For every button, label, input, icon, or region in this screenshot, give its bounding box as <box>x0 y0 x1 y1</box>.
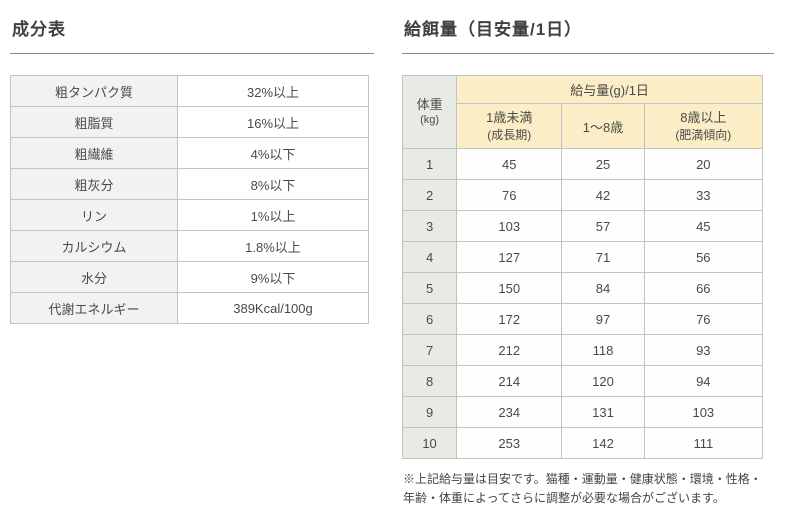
amount-cell: 150 <box>456 272 563 304</box>
table-row: 粗灰分 8%以下 <box>10 168 369 200</box>
table-row: 3 103 57 45 <box>401 210 764 242</box>
amount-cell: 234 <box>456 396 563 428</box>
amount-cell: 253 <box>456 427 563 459</box>
amount-cell: 25 <box>561 148 645 180</box>
weight-cell: 3 <box>401 210 458 242</box>
amount-cell: 142 <box>561 427 645 459</box>
table-row: 1 45 25 20 <box>401 148 764 180</box>
amount-cell: 214 <box>456 365 563 397</box>
table-row: 7 212 118 93 <box>401 334 764 366</box>
feeding-section: 給餌量（目安量/1日） 体重 (kg) 給与量(g)/1日 1歳未満 (成長期) <box>401 12 774 507</box>
amount-cell: 20 <box>643 148 764 180</box>
amount-cell: 212 <box>456 334 563 366</box>
table-header-row: 体重 (kg) 給与量(g)/1日 <box>401 75 763 149</box>
table-subheader-row: 1歳未満 (成長期) 1～8歳 8歳以上 (肥満傾向) <box>403 103 764 149</box>
component-value: 32%以上 <box>177 75 369 107</box>
weight-cell: 6 <box>401 303 458 335</box>
table-row: 4 127 71 56 <box>401 241 764 273</box>
component-value: 389Kcal/100g <box>177 292 369 324</box>
amount-cell: 45 <box>643 210 764 242</box>
amount-cell: 71 <box>561 241 645 273</box>
component-value: 16%以上 <box>177 106 369 138</box>
amount-cell: 97 <box>561 303 645 335</box>
age-header-line2: (成長期) <box>487 127 532 142</box>
table-row: 粗タンパク質 32%以上 <box>10 75 369 107</box>
amount-cell: 56 <box>643 241 764 273</box>
amount-cell: 118 <box>561 334 645 366</box>
component-label: 粗灰分 <box>10 168 178 200</box>
feeding-table: 体重 (kg) 給与量(g)/1日 1歳未満 (成長期) 1～8歳 8歳以上 (… <box>401 75 764 459</box>
amount-cell: 76 <box>456 179 563 211</box>
age-header-line2: (肥満傾向) <box>675 127 732 142</box>
table-row: 9 234 131 103 <box>401 396 764 428</box>
amount-cell: 103 <box>643 396 764 428</box>
table-row: 5 150 84 66 <box>401 272 764 304</box>
feeding-divider <box>402 53 774 54</box>
component-label: 粗タンパク質 <box>10 75 178 107</box>
table-row: 粗脂質 16%以上 <box>10 106 369 138</box>
age-header-line1: 1歳未満 <box>486 110 533 126</box>
amount-cell: 111 <box>643 427 764 459</box>
weight-header-line1: 体重 <box>416 96 443 112</box>
amount-cell: 93 <box>643 334 764 366</box>
amount-cell: 103 <box>456 210 563 242</box>
amount-cell: 76 <box>643 303 764 335</box>
amount-cell: 94 <box>643 365 764 397</box>
age-column-header: 8歳以上 (肥満傾向) <box>643 103 764 149</box>
table-row: 10 253 142 111 <box>401 427 764 459</box>
weight-cell: 10 <box>401 427 458 459</box>
amount-cell: 127 <box>456 241 563 273</box>
amount-header-cell: 給与量(g)/1日 <box>456 75 763 104</box>
age-header-line1: 8歳以上 <box>680 110 727 126</box>
amount-cell: 172 <box>456 303 563 335</box>
age-column-header: 1歳未満 (成長期) <box>456 103 563 149</box>
table-row: 2 76 42 33 <box>401 179 764 211</box>
amount-cell: 45 <box>456 148 563 180</box>
feeding-note: ※上記給与量は目安です。猫種・運動量・健康状態・環境・性格・年齢・体重によってさ… <box>403 472 762 505</box>
table-row: リン 1%以上 <box>10 199 369 231</box>
component-label: カルシウム <box>10 230 178 262</box>
component-label: 粗脂質 <box>10 106 178 138</box>
weight-cell: 8 <box>401 365 458 397</box>
amount-cell: 66 <box>643 272 764 304</box>
weight-cell: 1 <box>401 148 458 180</box>
component-value: 9%以下 <box>177 261 369 293</box>
weight-header-cell: 体重 (kg) <box>401 75 458 149</box>
weight-cell: 7 <box>401 334 458 366</box>
weight-cell: 9 <box>401 396 458 428</box>
weight-cell: 4 <box>401 241 458 273</box>
amount-cell: 131 <box>561 396 645 428</box>
feeding-title: 給餌量（目安量/1日） <box>404 20 583 39</box>
component-label: 水分 <box>10 261 178 293</box>
component-value: 1.8%以上 <box>177 230 369 262</box>
table-row: 粗繊維 4%以下 <box>10 137 369 169</box>
component-value: 8%以下 <box>177 168 369 200</box>
component-label: リン <box>10 199 178 231</box>
component-label: 粗繊維 <box>10 137 178 169</box>
table-row: 代謝エネルギー 389Kcal/100g <box>10 292 369 324</box>
component-value: 1%以上 <box>177 199 369 231</box>
table-row: 8 214 120 94 <box>401 365 764 397</box>
table-row: 水分 9%以下 <box>10 261 369 293</box>
weight-cell: 5 <box>401 272 458 304</box>
composition-section: 成分表 粗タンパク質 32%以上 粗脂質 16%以上 粗繊維 4%以下 粗灰分 <box>10 12 374 507</box>
weight-cell: 2 <box>401 179 458 211</box>
table-row: カルシウム 1.8%以上 <box>10 230 369 262</box>
composition-table: 粗タンパク質 32%以上 粗脂質 16%以上 粗繊維 4%以下 粗灰分 8%以下… <box>10 75 369 324</box>
amount-cell: 42 <box>561 179 645 211</box>
content-area: 成分表 粗タンパク質 32%以上 粗脂質 16%以上 粗繊維 4%以下 粗灰分 <box>10 12 774 507</box>
amount-cell: 57 <box>561 210 645 242</box>
component-label: 代謝エネルギー <box>10 292 178 324</box>
amount-cell: 33 <box>643 179 764 211</box>
amount-cell: 84 <box>561 272 645 304</box>
weight-header-unit: (kg) <box>420 114 440 127</box>
age-column-header: 1～8歳 <box>561 103 645 149</box>
composition-divider <box>10 53 374 54</box>
table-row: 6 172 97 76 <box>401 303 764 335</box>
composition-title: 成分表 <box>12 20 66 39</box>
component-value: 4%以下 <box>177 137 369 169</box>
amount-cell: 120 <box>561 365 645 397</box>
